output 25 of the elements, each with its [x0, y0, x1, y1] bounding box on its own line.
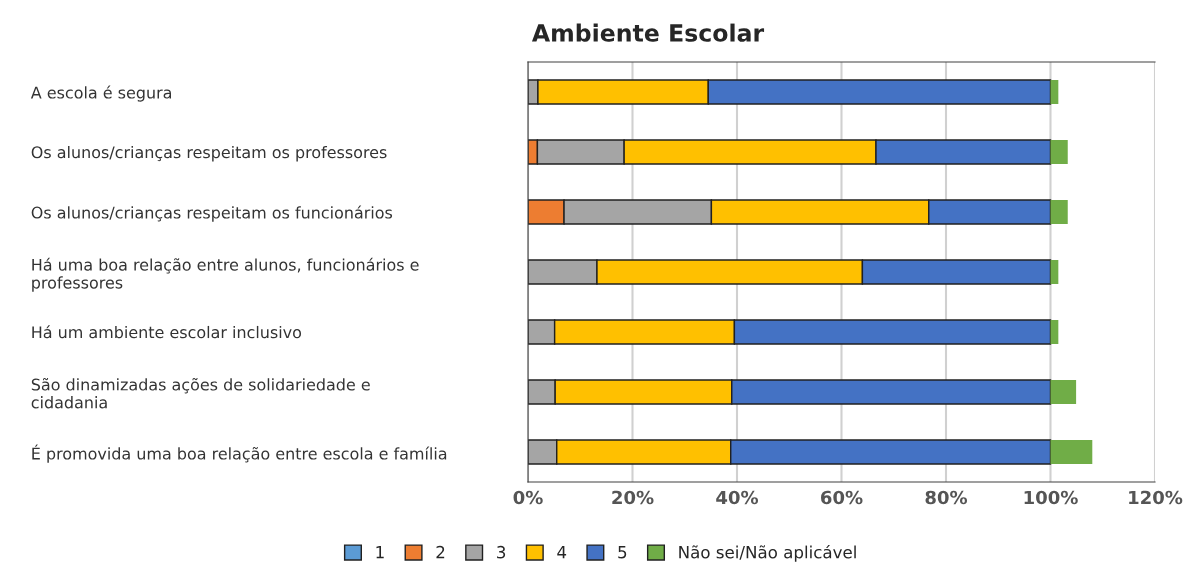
x-tick-label: 0%	[513, 490, 543, 505]
x-tick-label: 100%	[1024, 490, 1078, 505]
y-tick-label: Os alunos/crianças respeitam os professores	[31, 145, 387, 162]
legend-label: 3	[497, 545, 506, 559]
y-tick-label: Há um ambiente escolar inclusivo	[32, 325, 302, 339]
bar	[1050, 200, 1068, 224]
x-tick-label: 60%	[821, 490, 863, 505]
y-tick-label: Há uma boa relação entre alunos, funcionários e professores	[32, 257, 419, 292]
legend-label: 1	[376, 546, 384, 559]
x-tick-label: 120%	[1129, 490, 1183, 505]
y-tick-label: A escola é segura	[30, 85, 171, 102]
legend-label: 4	[557, 546, 567, 559]
bar	[1050, 380, 1077, 404]
legend-label: 5	[618, 546, 627, 559]
bar	[1050, 140, 1068, 164]
x-tick-label: 20%	[612, 490, 654, 505]
legend-label: Não sei/Não aplicável	[679, 544, 856, 562]
bar	[1050, 440, 1093, 464]
y-tick-label: Os alunos/crianças respeitam os funcionários	[31, 205, 393, 222]
y-tick-label: São dinamizadas ações de solidariedade e cidadania	[31, 377, 370, 409]
x-tick-label: 40%	[716, 490, 759, 505]
legend-label: 2	[436, 545, 445, 559]
y-tick-label: É promovida uma boa relação entre escola e família	[32, 444, 447, 463]
x-tick-label: 80%	[925, 490, 968, 505]
chart-title: Ambiente Escolar	[531, 23, 765, 42]
